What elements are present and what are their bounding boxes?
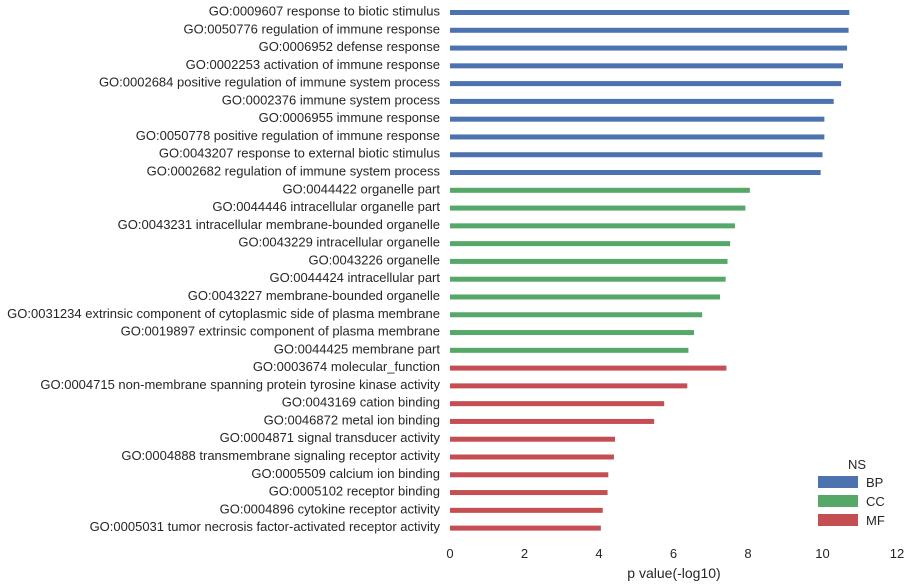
x-tick-label: 4 xyxy=(595,546,602,561)
category-label: GO:0043231 intracellular membrane-bounde… xyxy=(118,217,440,232)
bar-bp xyxy=(450,10,850,15)
category-label: GO:0006955 immune response xyxy=(259,110,440,125)
bar-cc xyxy=(450,330,694,336)
category-label: GO:0002684 positive regulation of immune… xyxy=(99,75,441,90)
legend-title: NS xyxy=(848,457,866,472)
x-tick-label: 0 xyxy=(446,546,453,561)
bar-bp xyxy=(450,134,825,140)
bar-cc xyxy=(450,276,726,282)
category-label: GO:0031234 extrinsic component of cytopl… xyxy=(7,306,440,321)
bar-cc xyxy=(450,187,750,193)
bar-cc xyxy=(450,312,703,318)
bar-bp xyxy=(450,116,825,122)
category-label: GO:0005102 receptor binding xyxy=(269,484,440,499)
category-label: GO:0044422 organelle part xyxy=(282,181,440,196)
category-label: GO:0005031 tumor necrosis factor-activat… xyxy=(90,519,441,534)
bar-mf xyxy=(450,383,688,389)
category-labels: GO:0009607 response to biotic stimulus GO… xyxy=(7,4,440,535)
category-label: GO:0043227 membrane-bounded organelle xyxy=(188,288,440,303)
category-label: GO:0050778 positive regulation of immune… xyxy=(136,128,440,143)
category-label: GO:0043226 organelle xyxy=(308,252,440,267)
category-label: GO:0044424 intracellular part xyxy=(269,270,440,285)
bars-layer xyxy=(450,10,850,531)
legend-label-cc: CC xyxy=(866,494,885,509)
bar-cc xyxy=(450,294,721,300)
bar-mf xyxy=(450,365,727,371)
bar-cc xyxy=(450,241,731,247)
category-label: GO:0019897 extrinsic component of plasma… xyxy=(121,324,440,339)
legend-label-mf: MF xyxy=(866,513,885,528)
bar-mf xyxy=(450,418,655,424)
x-tick-label: 12 xyxy=(890,546,904,561)
category-label: GO:0006952 defense response xyxy=(259,39,440,54)
legend-swatch-mf xyxy=(818,514,858,526)
category-label: GO:0004715 non-membrane spanning protein… xyxy=(40,377,440,392)
bar-bp xyxy=(450,63,843,69)
category-label: GO:0044425 membrane part xyxy=(274,341,441,356)
category-label: GO:0002682 regulation of immune system p… xyxy=(147,164,441,179)
bar-mf xyxy=(450,401,665,407)
bar-bp xyxy=(450,170,821,176)
category-label: GO:0005509 calcium ion binding xyxy=(251,466,440,481)
bar-cc xyxy=(450,347,689,353)
bar-mf xyxy=(450,507,603,513)
category-label: GO:0043207 response to external biotic s… xyxy=(159,146,441,161)
bar-mf xyxy=(450,525,601,531)
bar-mf xyxy=(450,436,616,442)
bar-bp xyxy=(450,152,823,158)
bar-cc xyxy=(450,223,735,229)
bar-cc xyxy=(450,205,746,211)
category-label: GO:0046872 metal ion binding xyxy=(264,412,440,427)
category-label: GO:0009607 response to biotic stimulus xyxy=(209,4,441,19)
x-axis-ticks: 0 2 4 6 8 10 12 xyxy=(446,546,904,561)
bar-mf xyxy=(450,490,608,496)
x-tick-label: 10 xyxy=(815,546,829,561)
bar-bp xyxy=(450,27,849,33)
bar-cc xyxy=(450,258,728,264)
x-axis-title: p value(-log10) xyxy=(627,565,720,581)
category-label: GO:0003674 molecular_function xyxy=(253,359,440,374)
category-label: GO:0004888 transmembrane signaling recep… xyxy=(121,448,440,463)
bar-mf xyxy=(450,472,609,478)
legend-label-bp: BP xyxy=(866,475,883,490)
category-label: GO:0050776 regulation of immune response xyxy=(183,21,440,36)
bar-bp xyxy=(450,81,842,87)
category-label: GO:0043229 intracellular organelle xyxy=(238,235,440,250)
category-label: GO:0044446 intracellular organelle part xyxy=(212,199,440,214)
category-label: GO:0002376 immune system process xyxy=(222,92,441,107)
category-label: GO:0004896 cytokine receptor activity xyxy=(220,501,441,516)
x-tick-label: 8 xyxy=(744,546,751,561)
legend-swatch-cc xyxy=(818,495,858,507)
legend-entries: BP CC MF xyxy=(818,475,885,528)
category-label: GO:0043169 cation binding xyxy=(282,395,440,410)
category-label: GO:0002253 activation of immune response xyxy=(186,57,440,72)
bar-bp xyxy=(450,98,834,104)
legend: NS BP CC MF xyxy=(818,457,885,528)
x-tick-label: 6 xyxy=(670,546,677,561)
legend-swatch-bp xyxy=(818,476,858,488)
bar-bp xyxy=(450,45,848,51)
bar-mf xyxy=(450,454,614,460)
x-tick-label: 2 xyxy=(521,546,528,561)
category-label: GO:0004871 signal transducer activity xyxy=(220,430,441,445)
